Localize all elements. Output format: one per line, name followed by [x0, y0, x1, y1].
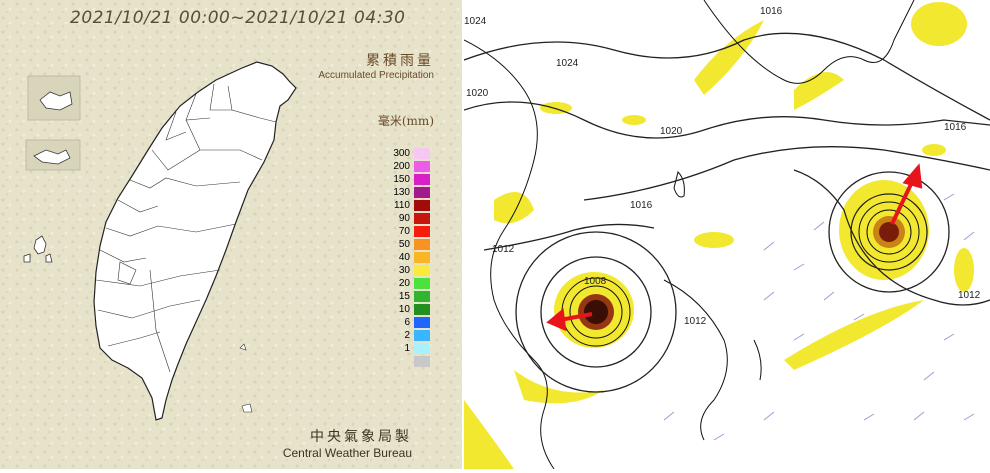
legend-row: 15	[384, 291, 436, 303]
panel-divider	[462, 0, 464, 469]
taiwan-island	[93, 61, 297, 421]
legend-row: 30	[384, 265, 436, 277]
legend-label: 15	[398, 291, 410, 302]
legend-label: 300	[393, 148, 410, 159]
legend-row: 300	[384, 148, 436, 160]
motion-arrows	[546, 163, 923, 332]
legend-row: 40	[384, 252, 436, 264]
legend-row: 70	[384, 226, 436, 238]
precipitation-map-panel: 2021/10/21 00:00~2021/10/21 04:30	[0, 0, 462, 469]
legend-label: 6	[404, 317, 410, 328]
wind-barbs	[663, 193, 975, 441]
isobar-label: 1012	[492, 244, 515, 255]
penghu-islands	[23, 235, 53, 263]
legend-swatch	[414, 200, 430, 211]
legend-label: 30	[398, 265, 410, 276]
legend-swatch	[414, 291, 430, 302]
isobars	[463, 32, 990, 393]
legend-row: 2	[384, 330, 436, 342]
isobar-label: 1008	[584, 276, 607, 287]
legend-label: 20	[398, 278, 410, 289]
legend-swatch	[414, 343, 430, 354]
legend-row: 6	[384, 317, 436, 329]
legend-row: 150	[384, 174, 436, 186]
legend-label: 90	[398, 213, 410, 224]
legend-swatch	[414, 317, 430, 328]
legend-label: 130	[393, 187, 410, 198]
legend-label: 200	[393, 161, 410, 172]
legend-swatch	[414, 174, 430, 185]
legend-swatch	[414, 161, 430, 172]
weather-model-map-panel: 1024 1024 1020 1020 1016 1016 1016 1012 …	[463, 0, 990, 470]
isobar-label: 1020	[660, 126, 683, 137]
legend-label: 10	[398, 304, 410, 315]
legend-swatch	[414, 148, 430, 159]
legend-row: 130	[384, 187, 436, 199]
isobar-label: 1016	[944, 122, 967, 133]
isobar-label: 1012	[958, 290, 981, 301]
isobar-label: 1012	[684, 316, 707, 327]
legend-label: 2	[404, 330, 410, 341]
legend-swatch	[414, 226, 430, 237]
legend-swatch	[414, 187, 430, 198]
legend-label: 1	[404, 343, 410, 354]
coastlines	[463, 0, 915, 470]
legend-swatch	[414, 213, 430, 224]
isobar-labels: 1024 1024 1020 1020 1016 1016 1016 1012 …	[464, 6, 981, 327]
legend-swatch	[414, 304, 430, 315]
legend-swatch	[414, 265, 430, 276]
legend-row: 50	[384, 239, 436, 251]
isobar-label: 1024	[556, 58, 579, 69]
legend-unit: 毫米(mm)	[377, 114, 434, 128]
legend-swatch	[414, 252, 430, 263]
legend-label: 110	[394, 200, 410, 211]
legend-label: 150	[393, 174, 410, 185]
legend-row: 90	[384, 213, 436, 225]
legend-row: 20	[384, 278, 436, 290]
legend-title-english: Accumulated Precipitation	[318, 70, 434, 81]
legend-title-chinese: 累積雨量	[366, 53, 434, 69]
legend-row: 200	[384, 161, 436, 173]
legend-label: 40	[398, 252, 410, 263]
legend-row: 110	[384, 200, 436, 212]
taiwan-map	[23, 61, 297, 421]
legend-row: 10	[384, 304, 436, 316]
legend-row: 1	[384, 343, 436, 355]
legend-label: 70	[398, 226, 410, 237]
isobar-precip-map: 1024 1024 1020 1020 1016 1016 1016 1012 …	[463, 0, 990, 470]
legend-label: 50	[398, 239, 410, 250]
isobar-label: 1024	[464, 16, 487, 27]
legend-swatch	[414, 278, 430, 289]
isobar-label: 1016	[630, 200, 653, 211]
typhoon-west	[561, 277, 631, 347]
isobar-label: 1016	[760, 6, 783, 17]
legend-swatch	[414, 356, 430, 367]
agency-name-chinese: 中央氣象局製	[310, 429, 412, 445]
legend-swatch	[414, 330, 430, 341]
agency-name-english: Central Weather Bureau	[282, 446, 412, 460]
isobar-label: 1020	[466, 88, 489, 99]
legend-swatch	[414, 239, 430, 250]
typhoon-east	[858, 201, 920, 263]
time-range-title: 2021/10/21 00:00~2021/10/21 04:30	[70, 8, 406, 28]
legend-row	[384, 356, 436, 368]
